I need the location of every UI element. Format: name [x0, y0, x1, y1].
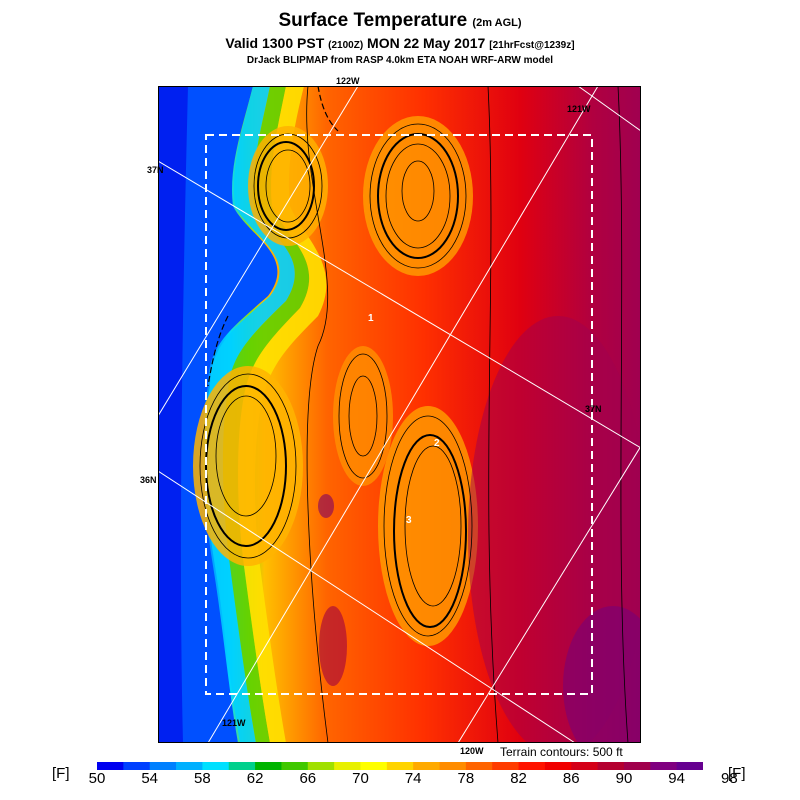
- colorbar-swatch: [597, 762, 625, 770]
- colorbar-tick-label: 54: [141, 770, 159, 787]
- colorbar-swatch: [176, 762, 203, 770]
- site-marker-1: 1: [368, 313, 374, 324]
- colorbar-tick-label: 62: [246, 770, 264, 787]
- colorbar: [97, 762, 703, 770]
- colorbar-swatch: [255, 762, 282, 770]
- colorbar-swatch: [281, 762, 309, 770]
- colorbar-swatch: [386, 762, 414, 770]
- warm-ridge: [378, 406, 478, 646]
- hot-zone: [319, 606, 347, 686]
- unit-label-right: [F]: [728, 765, 746, 782]
- colorbar-tick-label: 74: [404, 770, 422, 787]
- coastal-green: [222, 86, 310, 743]
- colorbar-tick-label: 94: [668, 770, 685, 787]
- colorbar-tick-label: 66: [299, 770, 317, 787]
- colorbar-ticks: 50 54 58 62 66 70 74 78 82 86 90 94 98: [0, 770, 800, 790]
- model-source: DrJack BLIPMAP from RASP 4.0km ETA NOAH …: [246, 55, 554, 66]
- lon-label-120w: 120W: [460, 746, 484, 756]
- colorbar-swatch: [307, 762, 335, 770]
- colorbar-swatch: [413, 762, 441, 770]
- map-frame: [158, 86, 641, 743]
- map-title: Surface Temperature (2m AGL): [0, 10, 800, 32]
- lon-label-121w-top: 121W: [567, 104, 591, 114]
- colorbar-swatch: [360, 762, 388, 770]
- colorbar-tick-label: 98: [721, 770, 738, 787]
- lon-label-121w-bottom: 121W: [222, 718, 246, 728]
- site-marker-2: 2: [434, 438, 440, 449]
- warm-ridge: [363, 116, 473, 276]
- colorbar-swatch: [202, 762, 230, 770]
- colorbar-swatch: [123, 762, 151, 770]
- warm-ridge: [193, 366, 303, 566]
- colorbar-swatch: [623, 762, 651, 770]
- colorbar-swatch: [676, 762, 703, 770]
- hot-zone: [318, 494, 334, 518]
- colorbar-swatch: [465, 762, 493, 770]
- colorbar-tick-label: 58: [194, 770, 211, 787]
- valid-zulu: (2100Z): [328, 40, 364, 51]
- colorbar-tick-label: 70: [352, 770, 369, 787]
- ocean-deep: [158, 86, 188, 743]
- ocean: [158, 86, 278, 743]
- coastal-band: [204, 86, 295, 743]
- valid-prefix: Valid 1300 PST: [225, 35, 325, 51]
- colorbar-tick-label: 86: [562, 770, 580, 787]
- coastal-yellow: [238, 86, 327, 743]
- colorbar-swatch: [544, 762, 572, 770]
- valid-time: Valid 1300 PST (2100Z) MON 22 May 2017 […: [0, 35, 800, 51]
- colorbar-swatch: [518, 762, 546, 770]
- hot-zone: [563, 606, 641, 743]
- forecast-run: [21hrFcst@1239z]: [489, 40, 575, 51]
- unit-label-left: [F]: [52, 765, 70, 782]
- valid-date: MON 22 May 2017: [367, 35, 486, 51]
- lat-label-37n-left: 37N: [147, 165, 164, 175]
- coastline: [207, 86, 339, 387]
- colorbar-tick-label: 50: [88, 770, 106, 787]
- lon-label-122w: 122W: [336, 76, 360, 86]
- colorbar-swatch: [228, 762, 256, 770]
- colorbar-swatch: [492, 762, 520, 770]
- site-marker-3: 3: [406, 515, 412, 526]
- warm-ridge: [248, 126, 328, 246]
- warm-ridge: [333, 346, 393, 486]
- title-text: Surface Temperature: [278, 10, 468, 31]
- terrain-note: Terrain contours: 500 ft: [500, 745, 623, 759]
- colorbar-tick-label: 78: [457, 770, 475, 787]
- colorbar-swatch: [439, 762, 467, 770]
- colorbar-tick-label: 90: [615, 770, 633, 787]
- colorbar-swatch: [97, 762, 124, 770]
- colorbar-swatch: [571, 762, 599, 770]
- domain-box: [205, 134, 593, 695]
- graticule: [158, 86, 641, 743]
- colorbar-swatch: [334, 762, 361, 770]
- title-suffix: (2m AGL): [472, 17, 522, 29]
- colorbar-swatch: [149, 762, 177, 770]
- colorbar-tick-label: 82: [510, 770, 527, 787]
- colorbar-swatch: [650, 762, 678, 770]
- lat-label-37n-right: 37N: [585, 404, 602, 414]
- temperature-map: [158, 86, 641, 743]
- lat-label-36n: 36N: [140, 475, 157, 485]
